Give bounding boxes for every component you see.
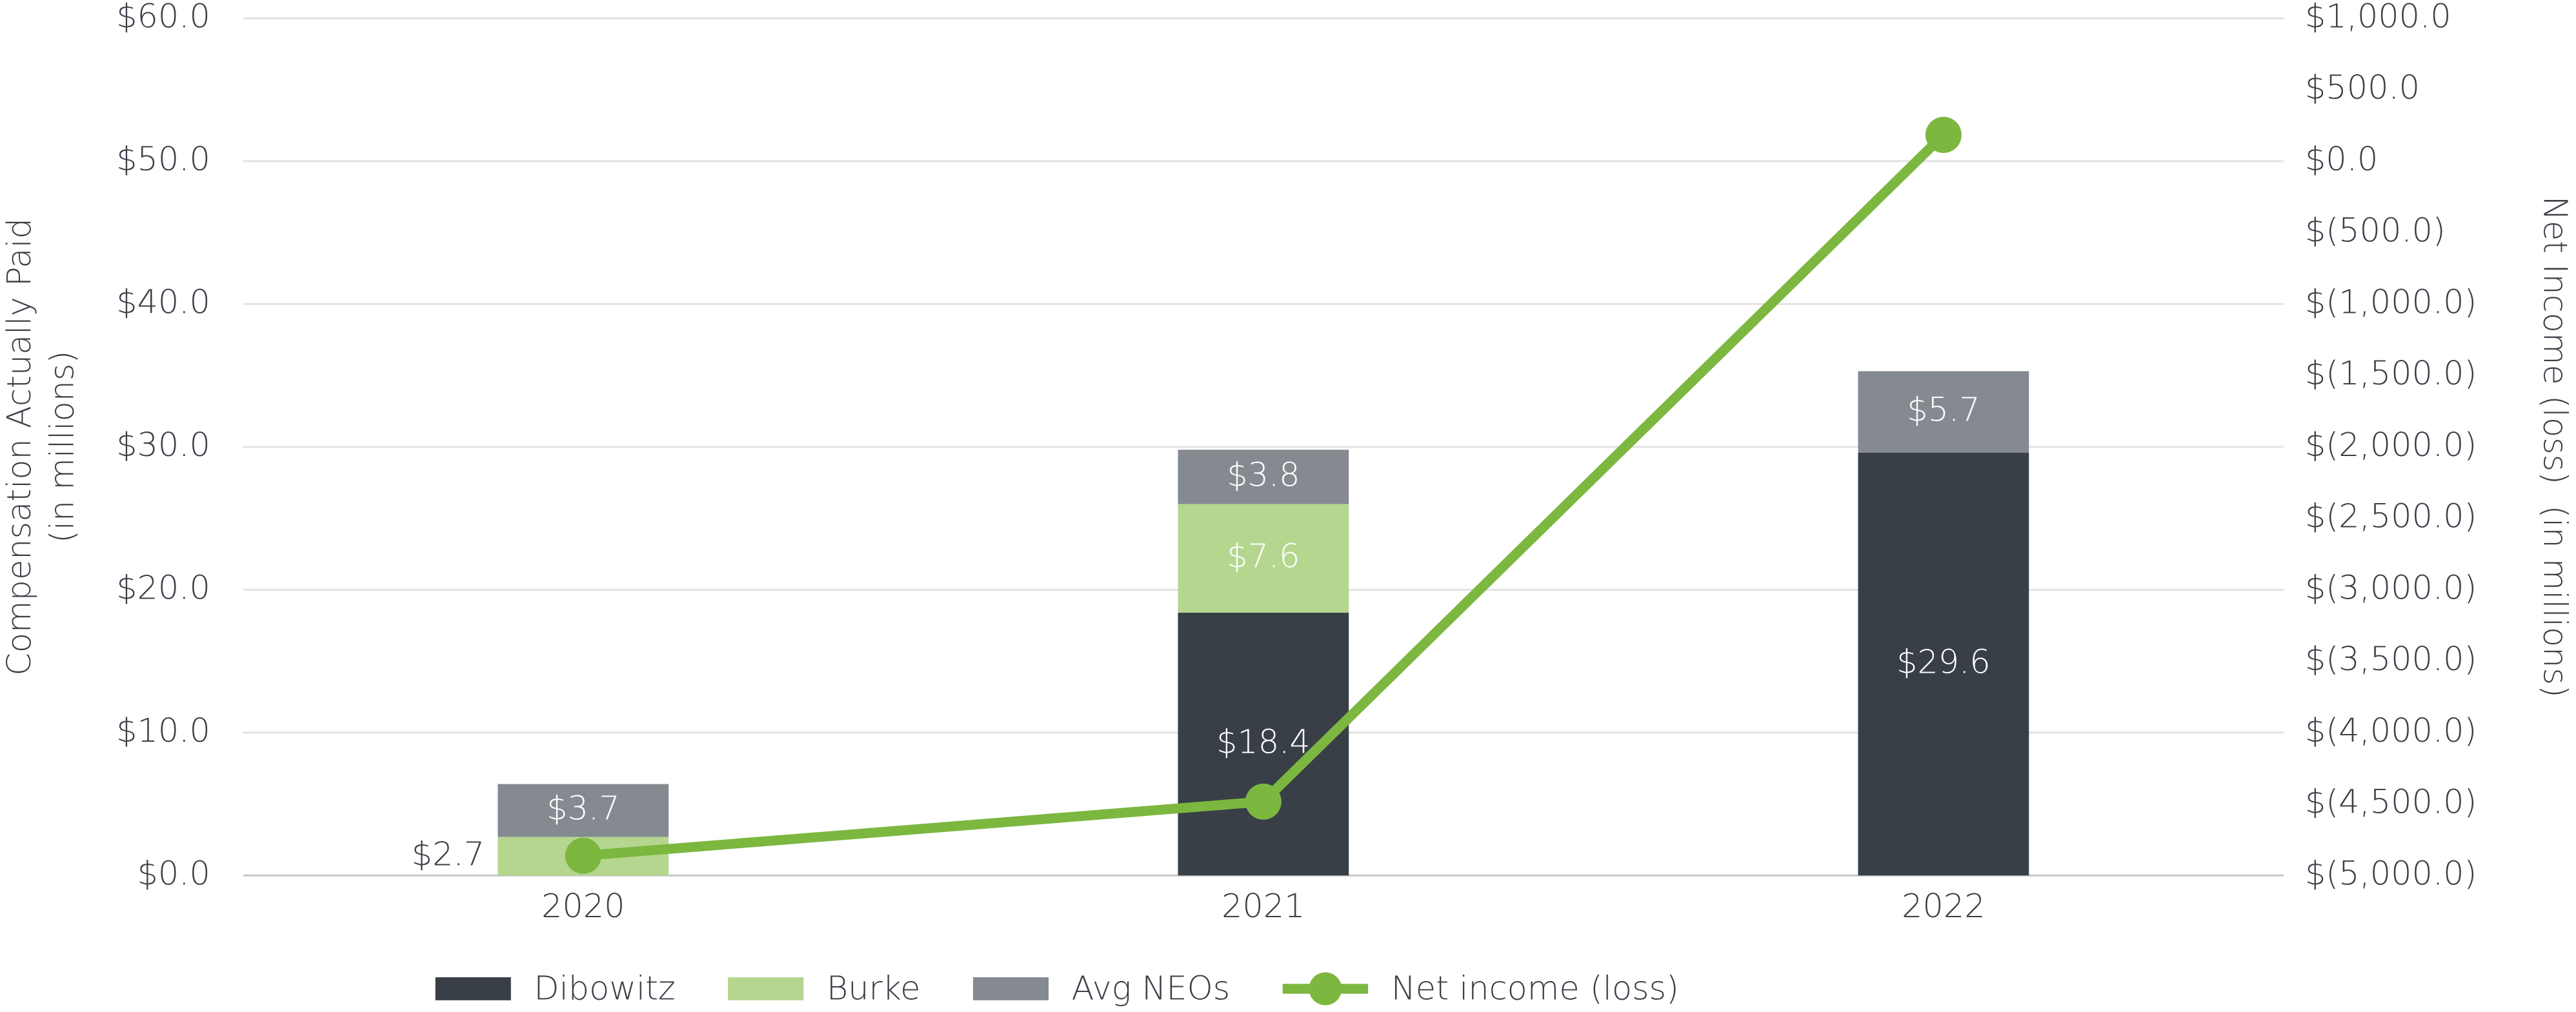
y2-tick-label: $500.0: [2305, 69, 2420, 107]
y2-tick-label: $1,000.0: [2305, 0, 2451, 35]
y-tick-label: $0.0: [137, 855, 210, 893]
line-marker: [565, 837, 601, 874]
legend-item: Burke: [728, 970, 920, 1008]
data-label: $3.7: [547, 790, 619, 828]
data-label: $3.8: [1227, 456, 1300, 494]
bar-segment: [1178, 504, 1349, 613]
legend-label: Dibowitz: [534, 970, 675, 1008]
y-tick-label: $10.0: [116, 712, 210, 750]
y2-tick-label: $0.0: [2305, 141, 2378, 179]
x-tick-label: 2022: [1902, 888, 1986, 926]
y2-axis-title: Net Income (loss) (in millions): [2535, 196, 2573, 698]
legend-swatch: [1309, 972, 1342, 1006]
y2-tick-label: $(2,500.0): [2305, 498, 2477, 536]
y-tick-label: $30.0: [116, 426, 210, 464]
data-label: $5.7: [1907, 392, 1980, 430]
y-axis-title: Compensation Actually Paid: [1, 218, 39, 676]
legend-item: Dibowitz: [435, 970, 676, 1008]
legend-swatch: [972, 977, 1049, 1000]
bar-segment: [1858, 452, 2029, 876]
y2-tick-label: $(500.0): [2305, 212, 2446, 250]
data-label: $2.7: [412, 835, 485, 873]
y2-tick-label: $(1,000.0): [2305, 283, 2477, 321]
legend-item: Net income (loss): [1282, 970, 1679, 1008]
legend-label: Burke: [827, 970, 921, 1008]
y2-tick-label: $(5,000.0): [2305, 855, 2477, 893]
x-tick-label: 2020: [541, 888, 625, 926]
bar-segment: [1178, 450, 1349, 504]
y-tick-label: $40.0: [116, 283, 210, 321]
y-tick-label: $20.0: [116, 569, 210, 607]
y2-tick-label: $(4,000.0): [2305, 712, 2477, 750]
y2-tick-label: $(3,500.0): [2305, 640, 2477, 679]
data-label: $7.6: [1227, 538, 1300, 576]
y2-tick-label: $(1,500.0): [2305, 355, 2477, 393]
legend-item: Avg NEOs: [972, 970, 1231, 1008]
bar-segment: [1858, 371, 2029, 453]
y2-tick-label: $(4,500.0): [2305, 784, 2477, 822]
line-marker: [1245, 783, 1282, 820]
legend-label: Net income (loss): [1391, 970, 1679, 1008]
y-tick-label: $60.0: [116, 0, 210, 35]
y-tick-label: $50.0: [116, 141, 210, 179]
line-marker: [1925, 117, 1962, 154]
legend-swatch: [728, 977, 804, 1000]
legend-label: Avg NEOs: [1072, 970, 1231, 1008]
y2-tick-label: $(3,000.0): [2305, 569, 2477, 607]
bar-segment: [498, 784, 669, 837]
x-tick-label: 2021: [1222, 888, 1305, 926]
legend-swatch: [435, 977, 511, 1000]
data-label: $18.4: [1216, 724, 1311, 762]
data-label: $29.6: [1897, 644, 1991, 682]
y2-tick-label: $(2,000.0): [2305, 426, 2477, 464]
y-axis-title: (in millions): [43, 351, 81, 543]
